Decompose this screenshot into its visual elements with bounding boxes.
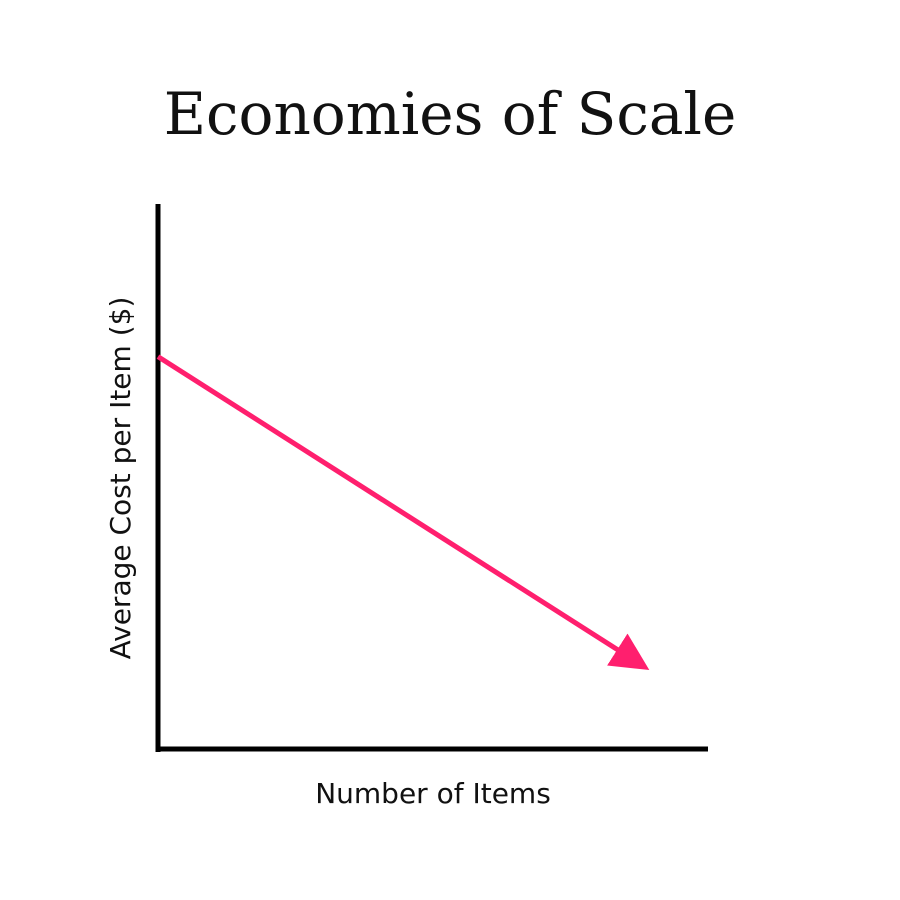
- y-axis-label: Average Cost per Item ($): [104, 297, 137, 660]
- chart-title: Economies of Scale: [163, 80, 737, 148]
- x-axis-label: Number of Items: [315, 777, 551, 810]
- series-line-0: [156, 354, 650, 670]
- series-layer: [156, 354, 650, 670]
